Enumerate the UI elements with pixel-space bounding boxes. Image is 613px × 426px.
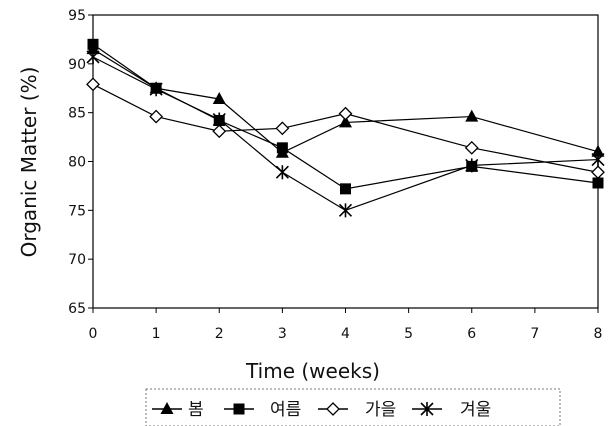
- legend-marker: [233, 403, 245, 415]
- legend-box: [145, 388, 561, 426]
- data-point: [212, 91, 226, 104]
- legend-label: 여름: [270, 400, 301, 420]
- data-point: [86, 77, 100, 92]
- series-4: [86, 49, 605, 218]
- series-1: [86, 42, 605, 158]
- data-point: [86, 49, 100, 64]
- x-tick-label: 5: [404, 326, 413, 342]
- legend-item-1: 봄: [152, 400, 204, 420]
- data-point: [338, 203, 353, 218]
- x-tick-label: 1: [152, 326, 161, 342]
- legend-item-3: 가을: [318, 400, 396, 420]
- data-point: [87, 38, 99, 50]
- plot-area: [86, 14, 605, 309]
- data-point: [465, 158, 479, 173]
- x-tick-label: 4: [341, 326, 350, 342]
- data-point: [464, 140, 479, 155]
- x-tick-label: 0: [89, 326, 98, 342]
- y-tick-label: 85: [68, 106, 86, 122]
- data-point: [339, 115, 352, 128]
- x-tick-label: 8: [594, 326, 603, 342]
- data-point: [591, 144, 605, 157]
- y-tick-label: 80: [68, 155, 86, 171]
- x-tick-label: 7: [530, 326, 539, 342]
- legend-marker: [160, 402, 174, 414]
- data-point: [212, 124, 227, 139]
- data-point: [275, 121, 290, 136]
- data-point: [149, 82, 163, 97]
- y-axis: 65 70 75 80 85 90 95: [68, 8, 93, 317]
- x-axis: 0 1 2 3 4 5 6 7 8: [89, 308, 603, 342]
- series-line: [92, 83, 599, 173]
- legend-item-4: 겨울: [412, 400, 491, 420]
- x-tick-label: 2: [215, 326, 224, 342]
- data-point: [591, 165, 605, 180]
- data-point: [212, 112, 226, 127]
- y-tick-label: 90: [68, 57, 86, 73]
- y-tick-label: 95: [68, 8, 86, 24]
- legend-item-2: 여름: [224, 400, 301, 420]
- legend-label: 겨울: [460, 400, 491, 420]
- data-point: [275, 165, 289, 180]
- series-line: [92, 48, 599, 154]
- y-axis-title: Organic Matter (%): [17, 67, 41, 258]
- data-point: [276, 142, 288, 154]
- data-point: [591, 152, 605, 167]
- plot-frame: [92, 14, 599, 309]
- legend-marker: [326, 402, 340, 416]
- y-tick-label: 75: [68, 203, 86, 219]
- x-tick-label: 3: [278, 326, 287, 342]
- x-tick-label: 6: [467, 326, 476, 342]
- data-point: [338, 106, 353, 121]
- series-3: [86, 77, 605, 180]
- data-point: [149, 109, 164, 124]
- legend: 봄 여름 가을 겨울: [145, 388, 561, 426]
- data-point: [592, 177, 604, 189]
- x-axis-title: Time (weeks): [245, 359, 380, 383]
- y-tick-label: 70: [68, 252, 86, 268]
- data-point: [465, 109, 479, 122]
- data-point: [340, 183, 351, 195]
- legend-label: 봄: [188, 400, 204, 420]
- y-tick-label: 65: [68, 301, 86, 317]
- legend-label: 가을: [365, 400, 396, 420]
- legend-marker: [420, 402, 434, 416]
